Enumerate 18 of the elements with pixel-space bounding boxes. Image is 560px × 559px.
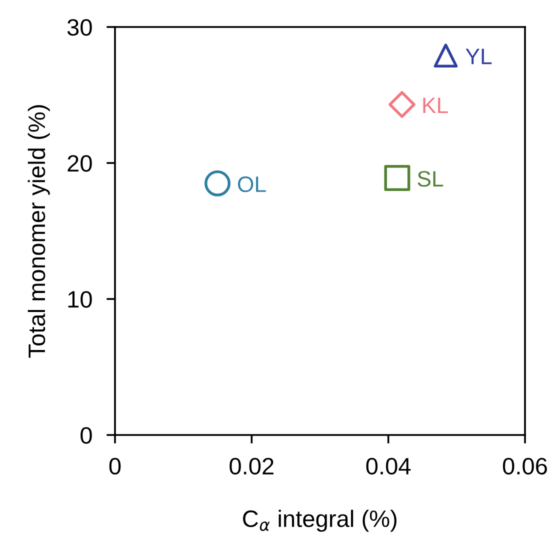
x-axis-title: C$_{α}$ integral (%) (243, 510, 396, 532)
point (384, 164, 410, 191)
series-label: SL (418, 170, 444, 187)
series-label: OL (238, 176, 266, 192)
y-tick-label: 0 (80, 427, 92, 444)
x-tick-label: 0.04 (366, 458, 411, 475)
series-label: KL (423, 98, 448, 114)
y-axis-title: Total monomer yield (%) (28, 105, 50, 358)
x-tick-label: 0 (109, 458, 121, 475)
point (388, 91, 416, 118)
y-tick-label: 30 (67, 19, 92, 36)
y-tick-label: 20 (68, 155, 92, 172)
y-tick-label: 10 (68, 291, 92, 308)
x-tick-label: 0.02 (230, 458, 274, 475)
point (434, 44, 458, 68)
point (204, 170, 231, 196)
series-label: YL (466, 48, 492, 64)
x-tick-label: 0.06 (502, 458, 547, 475)
